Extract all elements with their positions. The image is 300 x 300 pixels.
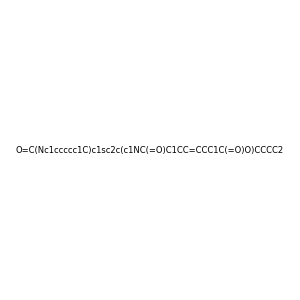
Text: O=C(Nc1ccccc1C)c1sc2c(c1NC(=O)C1CC=CCC1C(=O)O)CCCC2: O=C(Nc1ccccc1C)c1sc2c(c1NC(=O)C1CC=CCC1C… (16, 146, 284, 154)
